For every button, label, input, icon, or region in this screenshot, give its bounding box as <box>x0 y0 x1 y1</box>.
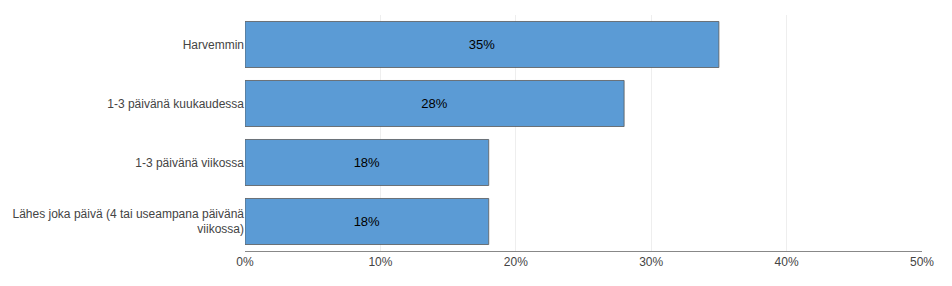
svg-text:Lähes joka päivä (4 tai useamp: Lähes joka päivä (4 tai useampana päivän… <box>13 207 245 237</box>
svg-text:50%: 50% <box>910 255 934 269</box>
svg-text:1-3 päivänä kuukaudessa: 1-3 päivänä kuukaudessa <box>107 97 244 111</box>
svg-text:40%: 40% <box>775 255 799 269</box>
svg-text:1-3 päivänä viikossa: 1-3 päivänä viikossa <box>135 156 244 170</box>
svg-text:18%: 18% <box>354 155 380 170</box>
svg-text:35%: 35% <box>469 37 495 52</box>
svg-text:28%: 28% <box>421 96 447 111</box>
svg-text:18%: 18% <box>354 214 380 229</box>
svg-text:Harvemmin: Harvemmin <box>183 38 244 52</box>
svg-text:30%: 30% <box>639 255 663 269</box>
svg-text:0%: 0% <box>236 255 254 269</box>
svg-text:20%: 20% <box>504 255 528 269</box>
svg-text:10%: 10% <box>368 255 392 269</box>
